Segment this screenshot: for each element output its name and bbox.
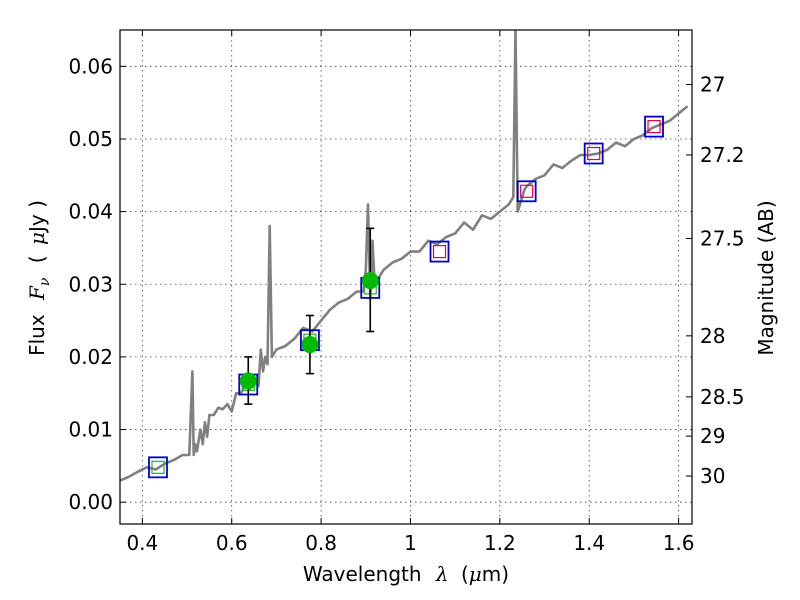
y-tick-label: 0.00 xyxy=(68,490,113,514)
x-tick-label: 1.4 xyxy=(573,531,605,555)
y2-tick-label: 27 xyxy=(700,72,725,96)
y2-tick-label: 28.5 xyxy=(700,385,745,409)
x-tick-label: 0.6 xyxy=(216,531,248,555)
model-box-marker xyxy=(516,180,537,203)
x-tick-label: 1 xyxy=(404,531,417,555)
box-inner-marker xyxy=(432,244,447,259)
plot-frame xyxy=(119,29,693,525)
axes: 0.4 0.6 0.8 1 1.2 1.4 1.6 0.00 0.01 0.02 0.03 0.04 0… xyxy=(68,30,745,555)
y-tick-label: 0.03 xyxy=(68,272,113,296)
y-tick-label: 0.01 xyxy=(68,418,113,442)
y-axis-label: Flux Fν ( μJy ) xyxy=(25,200,54,356)
grid xyxy=(120,30,692,524)
model-box-marker xyxy=(148,456,168,479)
y-tick-label: 0.06 xyxy=(68,54,113,78)
spectrum-line xyxy=(120,30,689,482)
plot-area xyxy=(120,30,689,482)
y-tick-label: 0.02 xyxy=(68,345,113,369)
y2-axis-label: Magnitude (AB) xyxy=(754,200,778,355)
x-tick-label: 1.6 xyxy=(663,531,695,555)
model-box-marker xyxy=(583,142,604,165)
y2-tick-label: 30 xyxy=(700,464,725,488)
y2-tick-label: 27.2 xyxy=(700,143,745,167)
model-box-marker xyxy=(644,115,664,138)
box-inner-marker xyxy=(587,146,601,161)
y2-tick-label: 29 xyxy=(700,424,725,448)
box-inner-marker xyxy=(647,120,661,134)
box-inner-marker xyxy=(151,460,165,474)
observed-point xyxy=(239,372,257,390)
series-group xyxy=(120,30,689,482)
x-tick-label: 0.8 xyxy=(305,531,337,555)
y2-tick-label: 27.5 xyxy=(700,226,745,250)
observed-point xyxy=(301,336,319,354)
x-tick-label: 0.4 xyxy=(126,531,158,555)
model-box-marker xyxy=(429,240,450,263)
box-inner-marker xyxy=(520,184,534,198)
x-tick-label: 1.2 xyxy=(484,531,516,555)
x-axis-label: Wavelength λ (μm) xyxy=(303,562,509,586)
y-tick-label: 0.04 xyxy=(68,200,113,224)
observed-point xyxy=(361,272,379,290)
y2-tick-label: 28 xyxy=(700,324,725,348)
y-tick-label: 0.05 xyxy=(68,127,113,151)
